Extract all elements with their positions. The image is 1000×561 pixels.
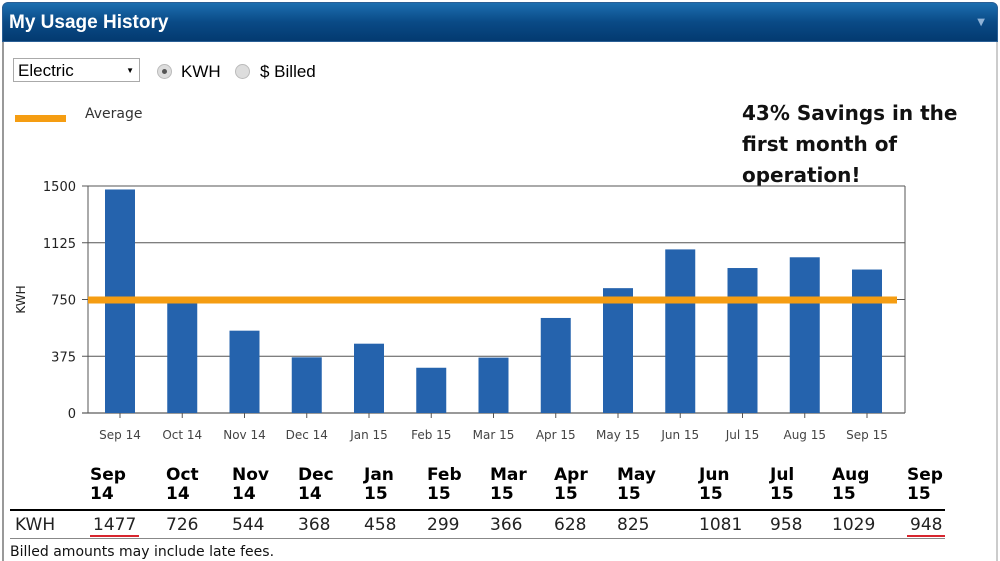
- radio-kwh-label[interactable]: KWH: [181, 62, 221, 81]
- cell-value: 366: [490, 515, 523, 535]
- cell-value: 458: [364, 515, 397, 535]
- table-cell: 1477: [90, 510, 166, 539]
- table-cell: 948: [907, 510, 946, 539]
- bar: [852, 269, 882, 413]
- y-tick-label: 375: [51, 350, 76, 365]
- legend-average-label: Average: [85, 106, 143, 122]
- x-tick-label: Jun 15: [660, 428, 699, 442]
- bar: [229, 330, 260, 413]
- table-header-month: Oct 14: [166, 466, 232, 511]
- table-header-row: Sep 14 Oct 14 Nov 14 Dec 14 Jan 15 Feb 15 Mar 15 Apr 15…: [10, 466, 946, 511]
- table-cell: 628: [554, 510, 617, 539]
- cell-value: 299: [427, 515, 460, 535]
- x-tick-label: Mar 15: [473, 428, 515, 442]
- table-cell: 1029: [832, 510, 907, 539]
- table-cell: 368: [298, 510, 364, 539]
- table-row: KWH 1477 726 544 368 458 299 366 628 825 1081 958 10…: [10, 510, 946, 539]
- bar: [540, 317, 571, 413]
- bar: [603, 288, 633, 413]
- cell-value: 368: [298, 515, 331, 535]
- x-tick-label: Sep 14: [99, 428, 141, 442]
- y-tick-label: 1125: [43, 237, 76, 252]
- bar: [789, 257, 820, 413]
- table-header-month: Apr 15: [554, 466, 617, 511]
- table-header-month: Sep 14: [90, 466, 166, 511]
- x-tick-label: Aug 15: [783, 428, 826, 442]
- table-cell: 544: [232, 510, 298, 539]
- x-tick-label: Oct 14: [162, 428, 202, 442]
- x-tick-label: May 15: [596, 428, 640, 442]
- table-header-month: Dec 14: [298, 466, 364, 511]
- table-header-empty: [10, 466, 90, 511]
- y-axis-label: KWH: [14, 285, 28, 313]
- cell-value: 1029: [832, 515, 876, 535]
- y-tick-label: 1500: [43, 180, 76, 195]
- table-header-month: May 15: [617, 466, 699, 511]
- table-header-month: Feb 15: [427, 466, 490, 511]
- cell-value: 726: [166, 515, 199, 535]
- x-tick-label: Nov 14: [223, 428, 266, 442]
- table-header-month: Sep 15: [907, 466, 946, 511]
- table-cell: 299: [427, 510, 490, 539]
- radio-kwh[interactable]: [157, 64, 172, 79]
- panel-header[interactable]: My Usage History ▼: [2, 2, 998, 42]
- bar: [291, 357, 322, 413]
- bar: [167, 303, 198, 413]
- dropdown-arrow-icon: ▼: [126, 66, 134, 75]
- x-tick-label: Feb 15: [411, 428, 451, 442]
- bar: [416, 367, 447, 413]
- cell-value: 544: [232, 515, 265, 535]
- usage-table: Sep 14 Oct 14 Nov 14 Dec 14 Jan 15 Feb 15 Mar 15 Apr 15…: [10, 466, 946, 539]
- utility-select-value: Electric: [18, 61, 74, 80]
- table-header-month: Jul 15: [770, 466, 832, 511]
- cell-value: 958: [770, 515, 803, 535]
- bar: [478, 357, 509, 413]
- bar: [665, 249, 696, 413]
- radio-billed[interactable]: [235, 64, 250, 79]
- chevron-down-icon[interactable]: ▼: [977, 17, 985, 28]
- x-tick-label: Apr 15: [536, 428, 576, 442]
- x-tick-label: Sep 15: [846, 428, 888, 442]
- cell-value: 825: [617, 515, 650, 535]
- table-row-label: KWH: [10, 510, 90, 539]
- panel-title: My Usage History: [9, 12, 169, 33]
- usage-chart: 0 375 750 1125 1500 KWH Sep 14 Oct 14 Nov 14 Dec …: [14, 180, 906, 442]
- y-tick-label: 750: [51, 294, 76, 309]
- cell-value: 948: [907, 515, 946, 537]
- cell-value: 628: [554, 515, 587, 535]
- utility-select[interactable]: Electric ▼: [13, 58, 140, 82]
- billing-note: Billed amounts may include late fees.: [10, 544, 275, 560]
- x-tick-label: Jan 15: [349, 428, 388, 442]
- x-tick-label: Jul 15: [725, 428, 760, 442]
- bar: [354, 343, 384, 413]
- table-header-month: Aug 15: [832, 466, 907, 511]
- table-cell: 1081: [699, 510, 770, 539]
- y-tick-label: 0: [68, 407, 76, 422]
- panel-body: [2, 42, 998, 561]
- cell-value: 1081: [699, 515, 743, 535]
- table-header-month: Nov 14: [232, 466, 298, 511]
- table-cell: 726: [166, 510, 232, 539]
- bar: [727, 268, 758, 413]
- savings-annotation: 43% Savings in the first month of operat…: [742, 101, 958, 187]
- table-header-month: Mar 15: [490, 466, 554, 511]
- table-cell: 958: [770, 510, 832, 539]
- x-tick-label: Dec 14: [286, 428, 328, 442]
- table-cell: 825: [617, 510, 699, 539]
- table-cell: 366: [490, 510, 554, 539]
- table-header-month: Jun 15: [699, 466, 770, 511]
- radio-billed-label[interactable]: $ Billed: [260, 62, 316, 81]
- cell-value: 1477: [90, 515, 140, 537]
- table-header-month: Jan 15: [364, 466, 427, 511]
- table-cell: 458: [364, 510, 427, 539]
- legend-average-swatch: [15, 115, 66, 122]
